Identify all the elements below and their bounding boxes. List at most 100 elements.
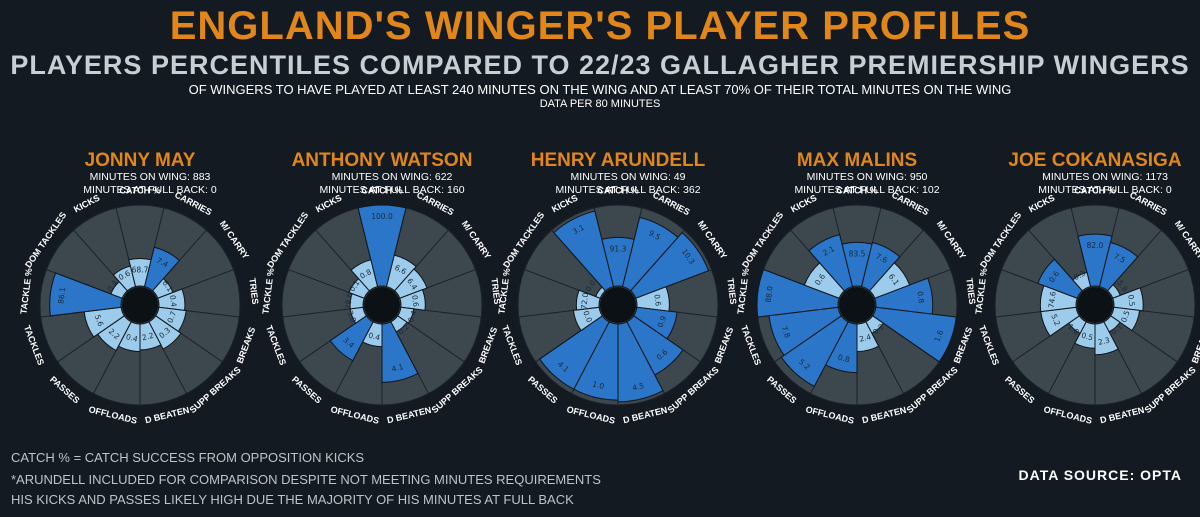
player-name: JOE COKANASIGA	[1008, 150, 1181, 171]
radar-bar	[381, 321, 419, 383]
radar-category-label: CATCH %	[361, 185, 402, 195]
radar-value-label: 0.4	[125, 332, 139, 344]
minutes-at-full-back: MINUTES AT FULL BACK: 362	[555, 184, 700, 196]
minutes-on-wing: MINUTES ON WING: 49	[571, 171, 686, 183]
radar-value-label: 0.6	[410, 294, 420, 307]
radar-value-label: 68.7	[132, 265, 149, 274]
radar-category-label: TACKLES	[739, 324, 763, 367]
radar-category-label: CATCH %	[597, 185, 638, 195]
radar-category-label: TACKLE %	[973, 268, 989, 315]
radar-value-label: 2.2	[141, 331, 155, 343]
minutes-on-wing: MINUTES ON WING: 883	[90, 171, 211, 183]
radar-value-label: 1.6	[932, 329, 945, 344]
footnote-arundell: *ARUNDELL INCLUDED FOR COMPARISON DESPIT…	[11, 472, 601, 487]
radar-category-label: BREAKS	[952, 326, 975, 365]
minutes-on-wing: MINUTES ON WING: 950	[807, 171, 928, 183]
radar-bar	[756, 268, 840, 318]
radar-bar	[1072, 271, 1092, 292]
minutes-at-full-back: MINUTES AT FULL BACK: 102	[794, 184, 939, 196]
radar-category-label: BREAKS	[477, 326, 500, 365]
radar-value-label: 0.5	[1126, 294, 1136, 307]
radar-category-label: BREAKS	[1190, 326, 1200, 365]
minutes-at-full-back: MINUTES AT FULL BACK: 0	[83, 184, 217, 196]
radar-value-label: 0.0	[581, 309, 594, 324]
radar-category-label: TACKLE %	[18, 268, 34, 315]
radar-value-label: 0.8	[837, 353, 851, 365]
player-name: JONNY MAY	[85, 150, 196, 171]
radar-category-label: OFFLOADS	[330, 404, 380, 426]
radar-value-label: 5.6	[93, 313, 106, 328]
radar-category-label: TRIES	[247, 277, 260, 305]
radar-bar	[780, 315, 849, 388]
radar-category-label: TACKLE %	[496, 268, 512, 315]
radar-category-label: CATCH %	[836, 185, 877, 195]
radar-center	[839, 287, 875, 323]
radar-category-label: D BEATEN	[622, 405, 668, 426]
radar-center	[600, 287, 636, 323]
radar-value-label: 0.7	[166, 310, 179, 325]
radar-value-label: 72.0	[579, 292, 590, 310]
radar-value-label: 0.8	[916, 291, 926, 304]
page-description-secondary: DATA PER 80 MINUTES	[539, 98, 661, 110]
radar-category-label: TACKLES	[500, 324, 524, 367]
radar-bar	[329, 315, 374, 362]
radar-bar	[553, 210, 615, 292]
radar-category-label: OFFLOADS	[805, 404, 855, 426]
radar-value-label: 1.0	[591, 379, 605, 391]
radar-bar	[808, 234, 854, 292]
radar-value-label: 78.6	[343, 292, 354, 310]
radar-center	[364, 287, 400, 323]
radar-value-label: 2.3	[1097, 335, 1111, 347]
radar-center	[1077, 287, 1113, 323]
radar-value-label: 86.1	[56, 286, 67, 304]
radar-value-label: 4.1	[391, 362, 405, 374]
radar-value-label: 7.8	[779, 325, 792, 340]
radar-category-label: D BEATEN	[386, 405, 432, 426]
radar-value-label: 2.4	[858, 332, 872, 344]
radar-center	[122, 287, 158, 323]
footnote-catch: CATCH % = CATCH SUCCESS FROM OPPOSITION …	[11, 450, 365, 465]
radar-category-label: OFFLOADS	[1043, 404, 1093, 426]
page-title: ENGLAND'S WINGER'S PLAYER PROFILES	[169, 4, 1031, 48]
radar-bar	[143, 246, 181, 292]
radar-value-label: 0.4	[406, 309, 419, 324]
radar-bar	[1037, 258, 1084, 299]
player-name: MAX MALINS	[797, 150, 917, 171]
radar-value-label: 3.8	[345, 309, 358, 324]
radar-category-label: BREAKS	[713, 326, 736, 365]
radar-category-label: BREAKS	[235, 326, 258, 365]
radar-bar	[49, 272, 123, 317]
radar-category-label: CATCH %	[119, 185, 160, 195]
minutes-at-full-back: MINUTES AT FULL BACK: 160	[319, 184, 464, 196]
radar-value-label: 91.3	[610, 244, 627, 253]
radar-bar	[871, 306, 957, 363]
radar-category-label: TACKLE %	[735, 268, 751, 315]
radar-value-label: 0.4	[168, 294, 178, 307]
radar-category-label: OFFLOADS	[566, 404, 616, 426]
radar-bar	[539, 315, 610, 390]
radar-value-label: 0.6	[652, 294, 662, 307]
radar-category-label: TACKLE %	[260, 268, 276, 315]
radar-category-label: OFFLOADS	[88, 404, 138, 426]
radar-value-label: 88.0	[764, 285, 775, 303]
radar-bar	[629, 231, 710, 299]
radar-value-label: 4.5	[631, 381, 645, 393]
page-description: OF WINGERS TO HAVE PLAYED AT LEAST 240 M…	[188, 82, 1012, 97]
radar-category-label: D BEATEN	[1099, 405, 1145, 426]
radar-value-label: 5.2	[1049, 313, 1062, 328]
radar-category-label: TACKLES	[977, 324, 1001, 367]
radar-category-label: D BEATEN	[144, 405, 190, 426]
radar-value-label: 0.4	[367, 331, 381, 343]
radar-value-label: 74.6	[1047, 291, 1058, 309]
data-source: DATA SOURCE: OPTA	[1018, 467, 1182, 483]
radar-bar	[1098, 241, 1139, 292]
minutes-on-wing: MINUTES ON WING: 1173	[1042, 171, 1168, 183]
radar-bar	[112, 265, 137, 292]
radar-value-label: 0.5	[1119, 309, 1132, 324]
